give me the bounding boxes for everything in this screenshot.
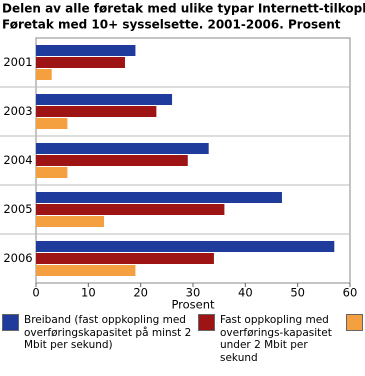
legend: Breiband (fast oppkopling med overføring… [2,314,364,364]
bar [36,192,282,203]
y-tick-label: 2001 [3,55,32,69]
bar [36,167,68,178]
x-tick-label: 60 [343,286,358,300]
chart-title: Delen av alle føretak med ulike typar In… [2,2,365,16]
x-tick-label: 0 [32,286,39,300]
bar [36,45,136,56]
bar [36,204,225,215]
bar [36,265,136,276]
x-tick-label: 50 [290,286,305,300]
x-tick-label: 30 [186,286,201,300]
x-tick-label: 40 [238,286,253,300]
bar [36,155,188,166]
legend-item: Breiband (fast oppkopling med overføring… [2,314,192,364]
chart-subtitle: Føretak med 10+ sysselsette. 2001-2006. … [2,18,341,32]
bar [36,94,173,105]
y-tick-label: 2006 [3,251,32,265]
bar [36,57,125,68]
legend-swatch [2,314,19,331]
legend-label: Breiband (fast oppkopling med overføring… [24,314,192,351]
x-tick-label: 20 [133,286,148,300]
bar [36,143,209,154]
bar [36,216,105,227]
legend-item: Fast oppkopling med overførings-kapasite… [198,314,340,364]
legend-label: Fast oppkopling med overførings-kapasite… [220,314,332,364]
bar [36,241,335,252]
bar [36,118,68,129]
y-tick-label: 2005 [3,202,32,216]
x-tick-label: 10 [81,286,96,300]
legend-item: Trådlaust samband [346,314,365,364]
y-tick-label: 2004 [3,153,32,167]
chart: Delen av alle føretak med ulike typar In… [0,2,365,312]
legend-swatch [346,314,363,331]
x-axis-label: Prosent [171,298,215,312]
bar [36,106,157,117]
y-tick-label: 2003 [3,104,32,118]
bar [36,253,214,264]
legend-swatch [198,314,215,331]
bar [36,69,52,80]
